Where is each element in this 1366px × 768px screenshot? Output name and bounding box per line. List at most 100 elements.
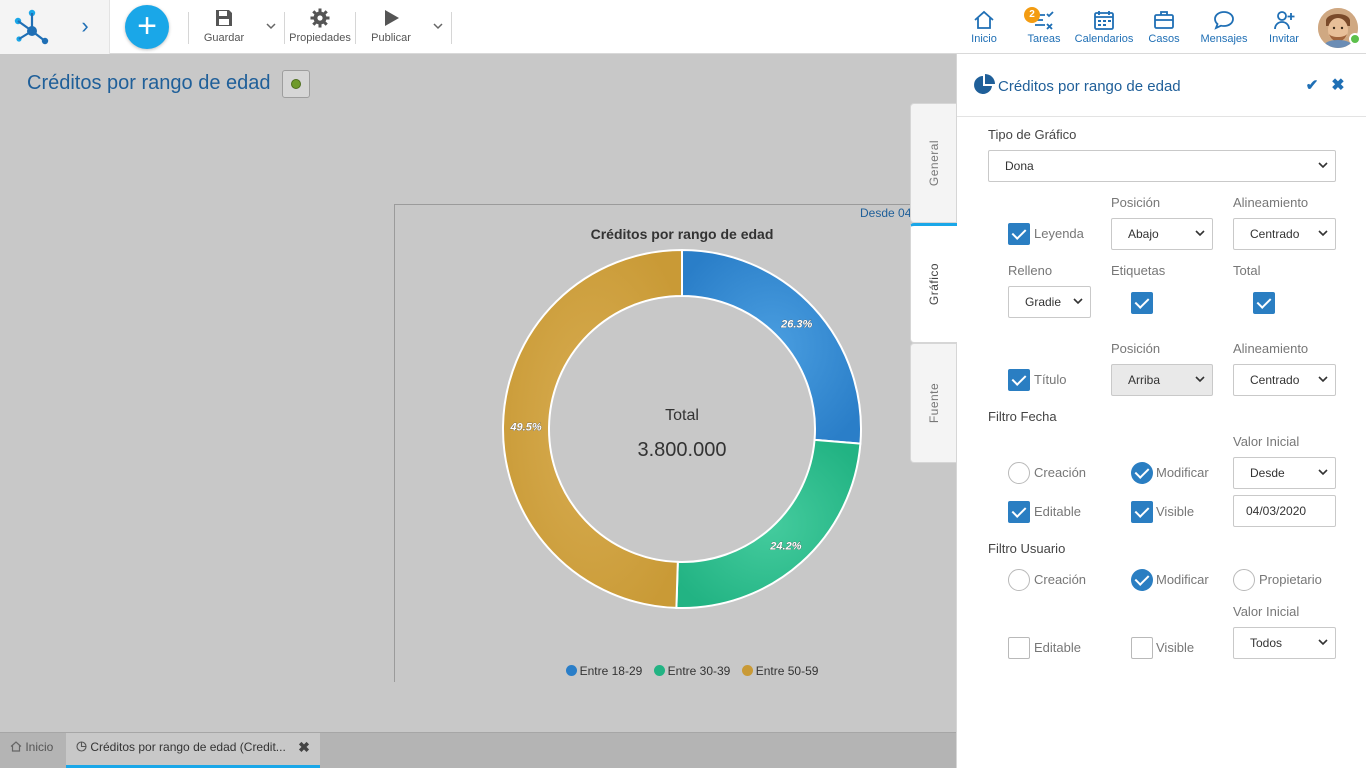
user-creation-radio[interactable] xyxy=(1008,569,1030,591)
title-checkbox[interactable] xyxy=(1008,369,1030,391)
fill-label: Relleno xyxy=(1008,263,1053,278)
close-tab-icon[interactable]: ✖ xyxy=(298,739,310,755)
publish-label: Publicar xyxy=(371,32,411,44)
tab-grafico[interactable]: Gráfico xyxy=(910,223,957,343)
chart-type-label: Tipo de Gráfico xyxy=(988,127,1077,142)
bottom-tab-home-label: Inicio xyxy=(25,740,54,754)
donut-chart: 26.3% 24.2% 49.5% Total 3.800.000 xyxy=(502,248,862,609)
nav-tasks-label: Tareas xyxy=(1027,33,1061,45)
close-icon[interactable]: ✖ xyxy=(1331,77,1345,94)
chart-legend: Entre 18-29 Entre 30-39 Entre 50-59 xyxy=(480,664,904,678)
user-avatar[interactable] xyxy=(1318,8,1358,48)
bottom-tab-home[interactable]: Inicio xyxy=(0,733,64,768)
pie-chart-icon xyxy=(974,74,995,94)
date-visible-label: Visible xyxy=(1156,504,1195,519)
legend-item-30-39[interactable]: Entre 30-39 xyxy=(653,664,730,678)
confirm-check-icon[interactable]: ✔ xyxy=(1305,77,1319,94)
date-range-label: Desde 04/03/2020 xyxy=(860,206,910,220)
date-modify-radio[interactable] xyxy=(1131,462,1153,484)
legend-position-select[interactable]: Abajo xyxy=(1111,218,1213,250)
title-position-value: Arriba xyxy=(1128,373,1161,387)
publish-button[interactable]: Publicar xyxy=(366,6,416,48)
legend-label: Entre 50-59 xyxy=(755,664,819,678)
chevron-down-icon xyxy=(1073,298,1083,305)
donut-slice-1[interactable] xyxy=(681,248,862,445)
legend-checkbox-label: Leyenda xyxy=(1034,226,1084,241)
user-editable-checkbox[interactable] xyxy=(1008,637,1030,659)
date-initial-select-value: Desde xyxy=(1250,466,1285,480)
legend-alignment-select[interactable]: Centrado xyxy=(1233,218,1336,250)
donut-slice-2[interactable] xyxy=(675,438,862,609)
date-modify-label: Modificar xyxy=(1156,465,1209,480)
chevron-right-icon[interactable]: › xyxy=(81,13,89,38)
tab-general-label: General xyxy=(927,139,941,187)
add-button[interactable]: + xyxy=(125,5,169,49)
legend-item-50-59[interactable]: Entre 50-59 xyxy=(741,664,819,678)
chart-frame xyxy=(394,204,954,682)
title-position-label: Posición xyxy=(1111,341,1161,356)
user-modify-label: Modificar xyxy=(1156,572,1209,587)
nav-invite-button[interactable]: Invitar xyxy=(1266,8,1302,48)
toolbar-divider xyxy=(284,12,285,44)
top-toolbar: › + Guardar Propiedades xyxy=(0,0,1366,54)
nav-messages-button[interactable]: Mensajes xyxy=(1198,8,1250,48)
tab-general[interactable]: General xyxy=(910,103,957,223)
app-logo-icon[interactable] xyxy=(12,9,50,45)
donut-slice-label-1: 26.3% xyxy=(780,318,812,330)
nav-cases-button[interactable]: Casos xyxy=(1146,8,1182,48)
title-alignment-value: Centrado xyxy=(1250,373,1300,387)
save-button[interactable]: Guardar xyxy=(200,6,248,48)
user-editable-label: Editable xyxy=(1034,640,1081,655)
labels-checkbox[interactable] xyxy=(1131,292,1153,314)
legend-position-value: Abajo xyxy=(1128,227,1159,241)
online-status-indicator xyxy=(1349,33,1361,45)
nav-messages-label: Mensajes xyxy=(1200,33,1248,45)
save-dropdown-chevron-icon[interactable] xyxy=(264,16,278,36)
user-visible-checkbox[interactable] xyxy=(1131,637,1153,659)
fill-select[interactable]: Gradie xyxy=(1008,286,1091,318)
total-label: Total xyxy=(1233,263,1261,278)
legend-item-18-29[interactable]: Entre 18-29 xyxy=(565,664,642,678)
properties-button[interactable]: Propiedades xyxy=(288,6,352,48)
donut-slice-label-2: 24.2% xyxy=(769,540,801,552)
title-alignment-select[interactable]: Centrado xyxy=(1233,364,1336,396)
donut-total-label: Total xyxy=(665,407,699,424)
tab-grafico-label: Gráfico xyxy=(927,262,941,306)
gear-icon xyxy=(310,8,330,28)
nav-home-button[interactable]: Inicio xyxy=(966,8,1002,48)
chevron-down-icon xyxy=(1195,230,1205,237)
publish-dropdown-chevron-icon[interactable] xyxy=(431,16,445,36)
date-editable-checkbox[interactable] xyxy=(1008,501,1030,523)
bottom-tab-current[interactable]: Créditos por rango de edad (Credit... xyxy=(66,733,320,768)
nav-calendars-button[interactable]: Calendarios xyxy=(1074,8,1134,48)
user-initial-value-label: Valor Inicial xyxy=(1233,604,1300,619)
page-title: Créditos por rango de edad xyxy=(27,72,271,94)
date-filter-label: Filtro Fecha xyxy=(988,409,1057,424)
chart-title: Créditos por rango de edad xyxy=(590,226,774,242)
user-owner-radio[interactable] xyxy=(1233,569,1255,591)
user-modify-radio[interactable] xyxy=(1131,569,1153,591)
tab-fuente-label: Fuente xyxy=(927,382,941,424)
date-initial-select[interactable]: Desde xyxy=(1233,457,1336,489)
date-visible-checkbox[interactable] xyxy=(1131,501,1153,523)
tab-fuente[interactable]: Fuente xyxy=(910,343,957,463)
save-label: Guardar xyxy=(203,32,245,44)
title-alignment-label: Alineamiento xyxy=(1233,341,1309,356)
status-toggle-button[interactable] xyxy=(282,70,310,98)
legend-checkbox[interactable] xyxy=(1008,223,1030,245)
bottom-tab-bar: Inicio Créditos por rango de edad (Credi… xyxy=(0,732,956,768)
user-filter-label: Filtro Usuario xyxy=(988,541,1066,556)
pie-chart-icon xyxy=(76,741,87,752)
user-initial-select[interactable]: Todos xyxy=(1233,627,1336,659)
chevron-down-icon xyxy=(1318,469,1328,476)
total-checkbox[interactable] xyxy=(1253,292,1275,314)
user-owner-label: Propietario xyxy=(1259,572,1322,587)
legend-dot xyxy=(741,665,753,676)
toolbar-divider xyxy=(355,12,356,44)
date-creation-radio[interactable] xyxy=(1008,462,1030,484)
bottom-tab-current-label: Créditos por rango de edad (Credit... xyxy=(90,740,286,754)
donut-slice-3[interactable] xyxy=(502,248,683,609)
chart-type-select[interactable]: Dona xyxy=(988,150,1336,182)
date-initial-input[interactable]: 04/03/2020 xyxy=(1233,495,1336,527)
legend-dot xyxy=(565,665,577,676)
